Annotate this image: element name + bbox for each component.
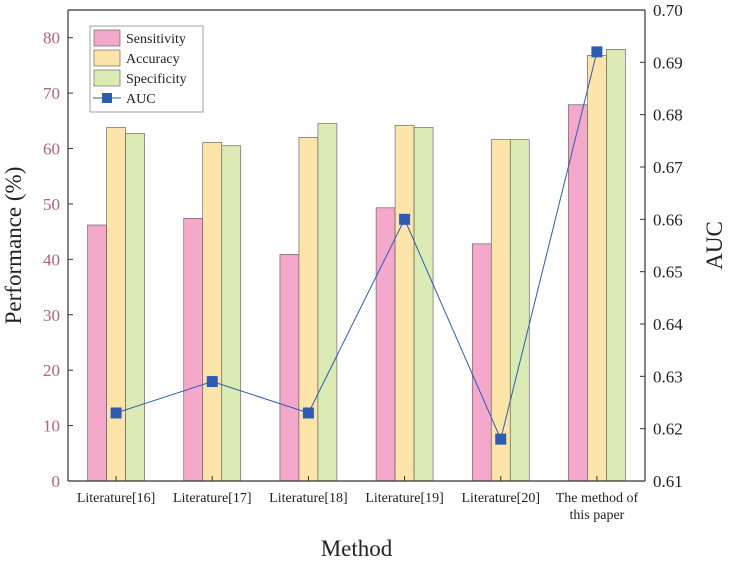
legend-swatch-specificity xyxy=(93,69,121,87)
x-tick-label-1-line-0: Literature[17] xyxy=(173,491,252,506)
y-tick-label-3: 30 xyxy=(43,306,60,325)
bar-sensitivity-2 xyxy=(279,254,300,482)
y2-tick-label-8: 0.69 xyxy=(653,53,683,72)
auc-marker-4 xyxy=(495,433,507,445)
bar-specificity-1 xyxy=(221,145,242,482)
x-tick-label-0-line-0: Literature[16] xyxy=(77,491,156,506)
y-tick-label-2: 20 xyxy=(43,361,60,380)
y-tick-label-0: 0 xyxy=(52,472,61,491)
bar-sensitivity-3 xyxy=(375,207,396,482)
x-tick-label-2-line-0: Literature[18] xyxy=(269,491,348,506)
x-axis-title: Method xyxy=(321,536,393,561)
bar-sensitivity-5 xyxy=(568,104,588,482)
x-tick-label-3-line-0: Literature[19] xyxy=(365,491,444,506)
x-tick-label-1: Literature[17] xyxy=(173,491,252,506)
bar-specificity-3 xyxy=(413,127,434,482)
auc-line xyxy=(115,51,598,441)
y-tick-label-5: 50 xyxy=(43,195,60,214)
y2-tick-label-4: 0.65 xyxy=(653,263,683,282)
y-tick-label-6: 60 xyxy=(43,140,60,159)
y-axis-title: Performance (%) xyxy=(1,167,26,325)
legend-label-auc: AUC xyxy=(126,92,156,107)
bars-layer xyxy=(87,49,626,482)
legend: Sensitivity Accuracy Specificity AUC xyxy=(89,25,204,113)
bar-specificity-5 xyxy=(606,49,626,482)
y-tick-label-1: 10 xyxy=(43,417,60,436)
bar-accuracy-5 xyxy=(587,55,607,482)
x-tick-label-3: Literature[19] xyxy=(365,491,444,506)
y-tick-label-8: 80 xyxy=(43,29,60,48)
auc-marker-2 xyxy=(302,407,314,419)
y2-tick-label-3: 0.64 xyxy=(653,315,683,334)
legend-label-sensitivity: Sensitivity xyxy=(126,32,186,47)
bar-specificity-2 xyxy=(317,123,338,482)
x-tick-label-0: Literature[16] xyxy=(77,491,156,506)
x-tick-label-5: The method of this paper xyxy=(556,491,639,523)
y-tick-label-7: 70 xyxy=(43,84,60,103)
y2-tick-label-1: 0.62 xyxy=(653,420,683,439)
y2-tick-label-2: 0.63 xyxy=(653,367,683,386)
bar-sensitivity-1 xyxy=(183,218,204,482)
bar-accuracy-0 xyxy=(106,127,126,482)
auc-marker-5 xyxy=(591,46,603,58)
bar-specificity-0 xyxy=(125,133,145,482)
x-tick-label-2: Literature[18] xyxy=(269,491,348,506)
x-tick-label-4-line-0: Literature[20] xyxy=(461,491,540,506)
labels-layer: Method Performance (%) AUC xyxy=(1,167,727,561)
legend-swatch-sensitivity xyxy=(93,29,121,47)
x-tick-label-4: Literature[20] xyxy=(461,491,540,506)
auc-line-layer xyxy=(110,46,603,445)
y2-tick-label-9: 0.70 xyxy=(653,1,683,20)
auc-marker-1 xyxy=(206,376,218,388)
bar-sensitivity-0 xyxy=(87,224,107,482)
bar-specificity-4 xyxy=(509,139,530,482)
legend-swatch-auc-marker xyxy=(102,93,112,103)
legend-label-accuracy: Accuracy xyxy=(126,52,180,67)
y2-tick-label-6: 0.67 xyxy=(653,158,683,177)
y2-axis-title: AUC xyxy=(702,221,727,270)
legend-swatch-accuracy xyxy=(93,49,121,67)
auc-marker-3 xyxy=(399,213,411,225)
x-tick-label-5-line-1: this paper xyxy=(570,508,625,523)
y-tick-label-4: 40 xyxy=(43,250,60,269)
bar-accuracy-1 xyxy=(202,142,223,482)
y2-tick-label-7: 0.68 xyxy=(653,106,683,125)
bar-accuracy-4 xyxy=(490,139,511,482)
y2-tick-label-0: 0.61 xyxy=(653,472,683,491)
bar-accuracy-3 xyxy=(394,124,415,482)
y2-tick-label-5: 0.66 xyxy=(653,210,683,229)
x-tick-label-5-line-0: The method of xyxy=(556,491,639,506)
legend-label-specificity: Specificity xyxy=(126,72,187,87)
bar-accuracy-2 xyxy=(298,137,319,482)
axes-layer: 0 10 20 30 40 50 60 70 80 0.61 0.62 0.63 0.64 0.65 0.6… xyxy=(43,1,683,523)
auc-marker-0 xyxy=(110,407,122,419)
bar-sensitivity-4 xyxy=(471,243,492,482)
